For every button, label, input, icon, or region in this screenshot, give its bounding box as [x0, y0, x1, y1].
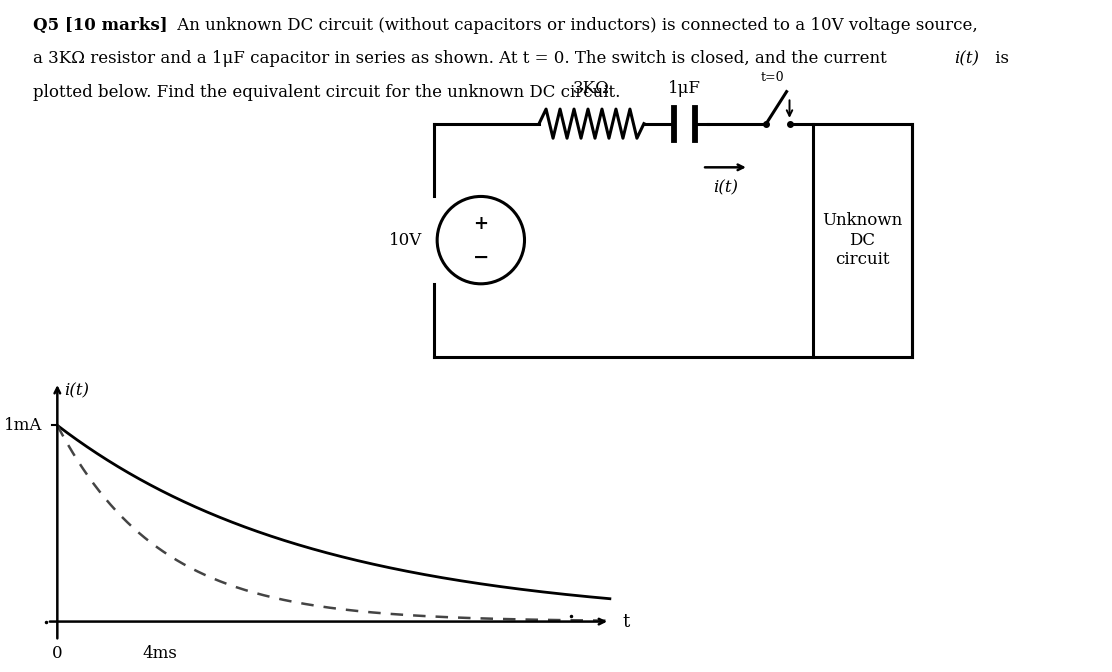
- Text: 1μF: 1μF: [668, 81, 702, 97]
- Text: i(t): i(t): [954, 50, 979, 67]
- Text: +: +: [474, 216, 488, 233]
- Text: Unknown
DC
circuit: Unknown DC circuit: [822, 212, 903, 268]
- Text: 1mA: 1mA: [3, 417, 42, 434]
- Text: is: is: [990, 50, 1009, 67]
- Text: 0: 0: [52, 645, 62, 662]
- Text: Q5 [10 marks]: Q5 [10 marks]: [33, 17, 168, 34]
- Text: i(t): i(t): [713, 179, 738, 196]
- Text: An unknown DC circuit (without capacitors or inductors) is connected to a 10V vo: An unknown DC circuit (without capacitor…: [172, 17, 979, 34]
- Text: t: t: [623, 613, 631, 630]
- Text: 10V: 10V: [388, 232, 421, 249]
- Text: i(t): i(t): [63, 382, 89, 399]
- Bar: [813, 124, 912, 357]
- Text: plotted below. Find the equivalent circuit for the unknown DC circuit.: plotted below. Find the equivalent circu…: [33, 84, 620, 101]
- Text: 4ms: 4ms: [142, 645, 178, 662]
- Text: −: −: [473, 249, 489, 267]
- Text: t=0: t=0: [761, 71, 784, 84]
- Text: 3KΩ: 3KΩ: [573, 81, 609, 97]
- Text: a 3KΩ resistor and a 1μF capacitor in series as shown. At t = 0. The switch is c: a 3KΩ resistor and a 1μF capacitor in se…: [33, 50, 892, 67]
